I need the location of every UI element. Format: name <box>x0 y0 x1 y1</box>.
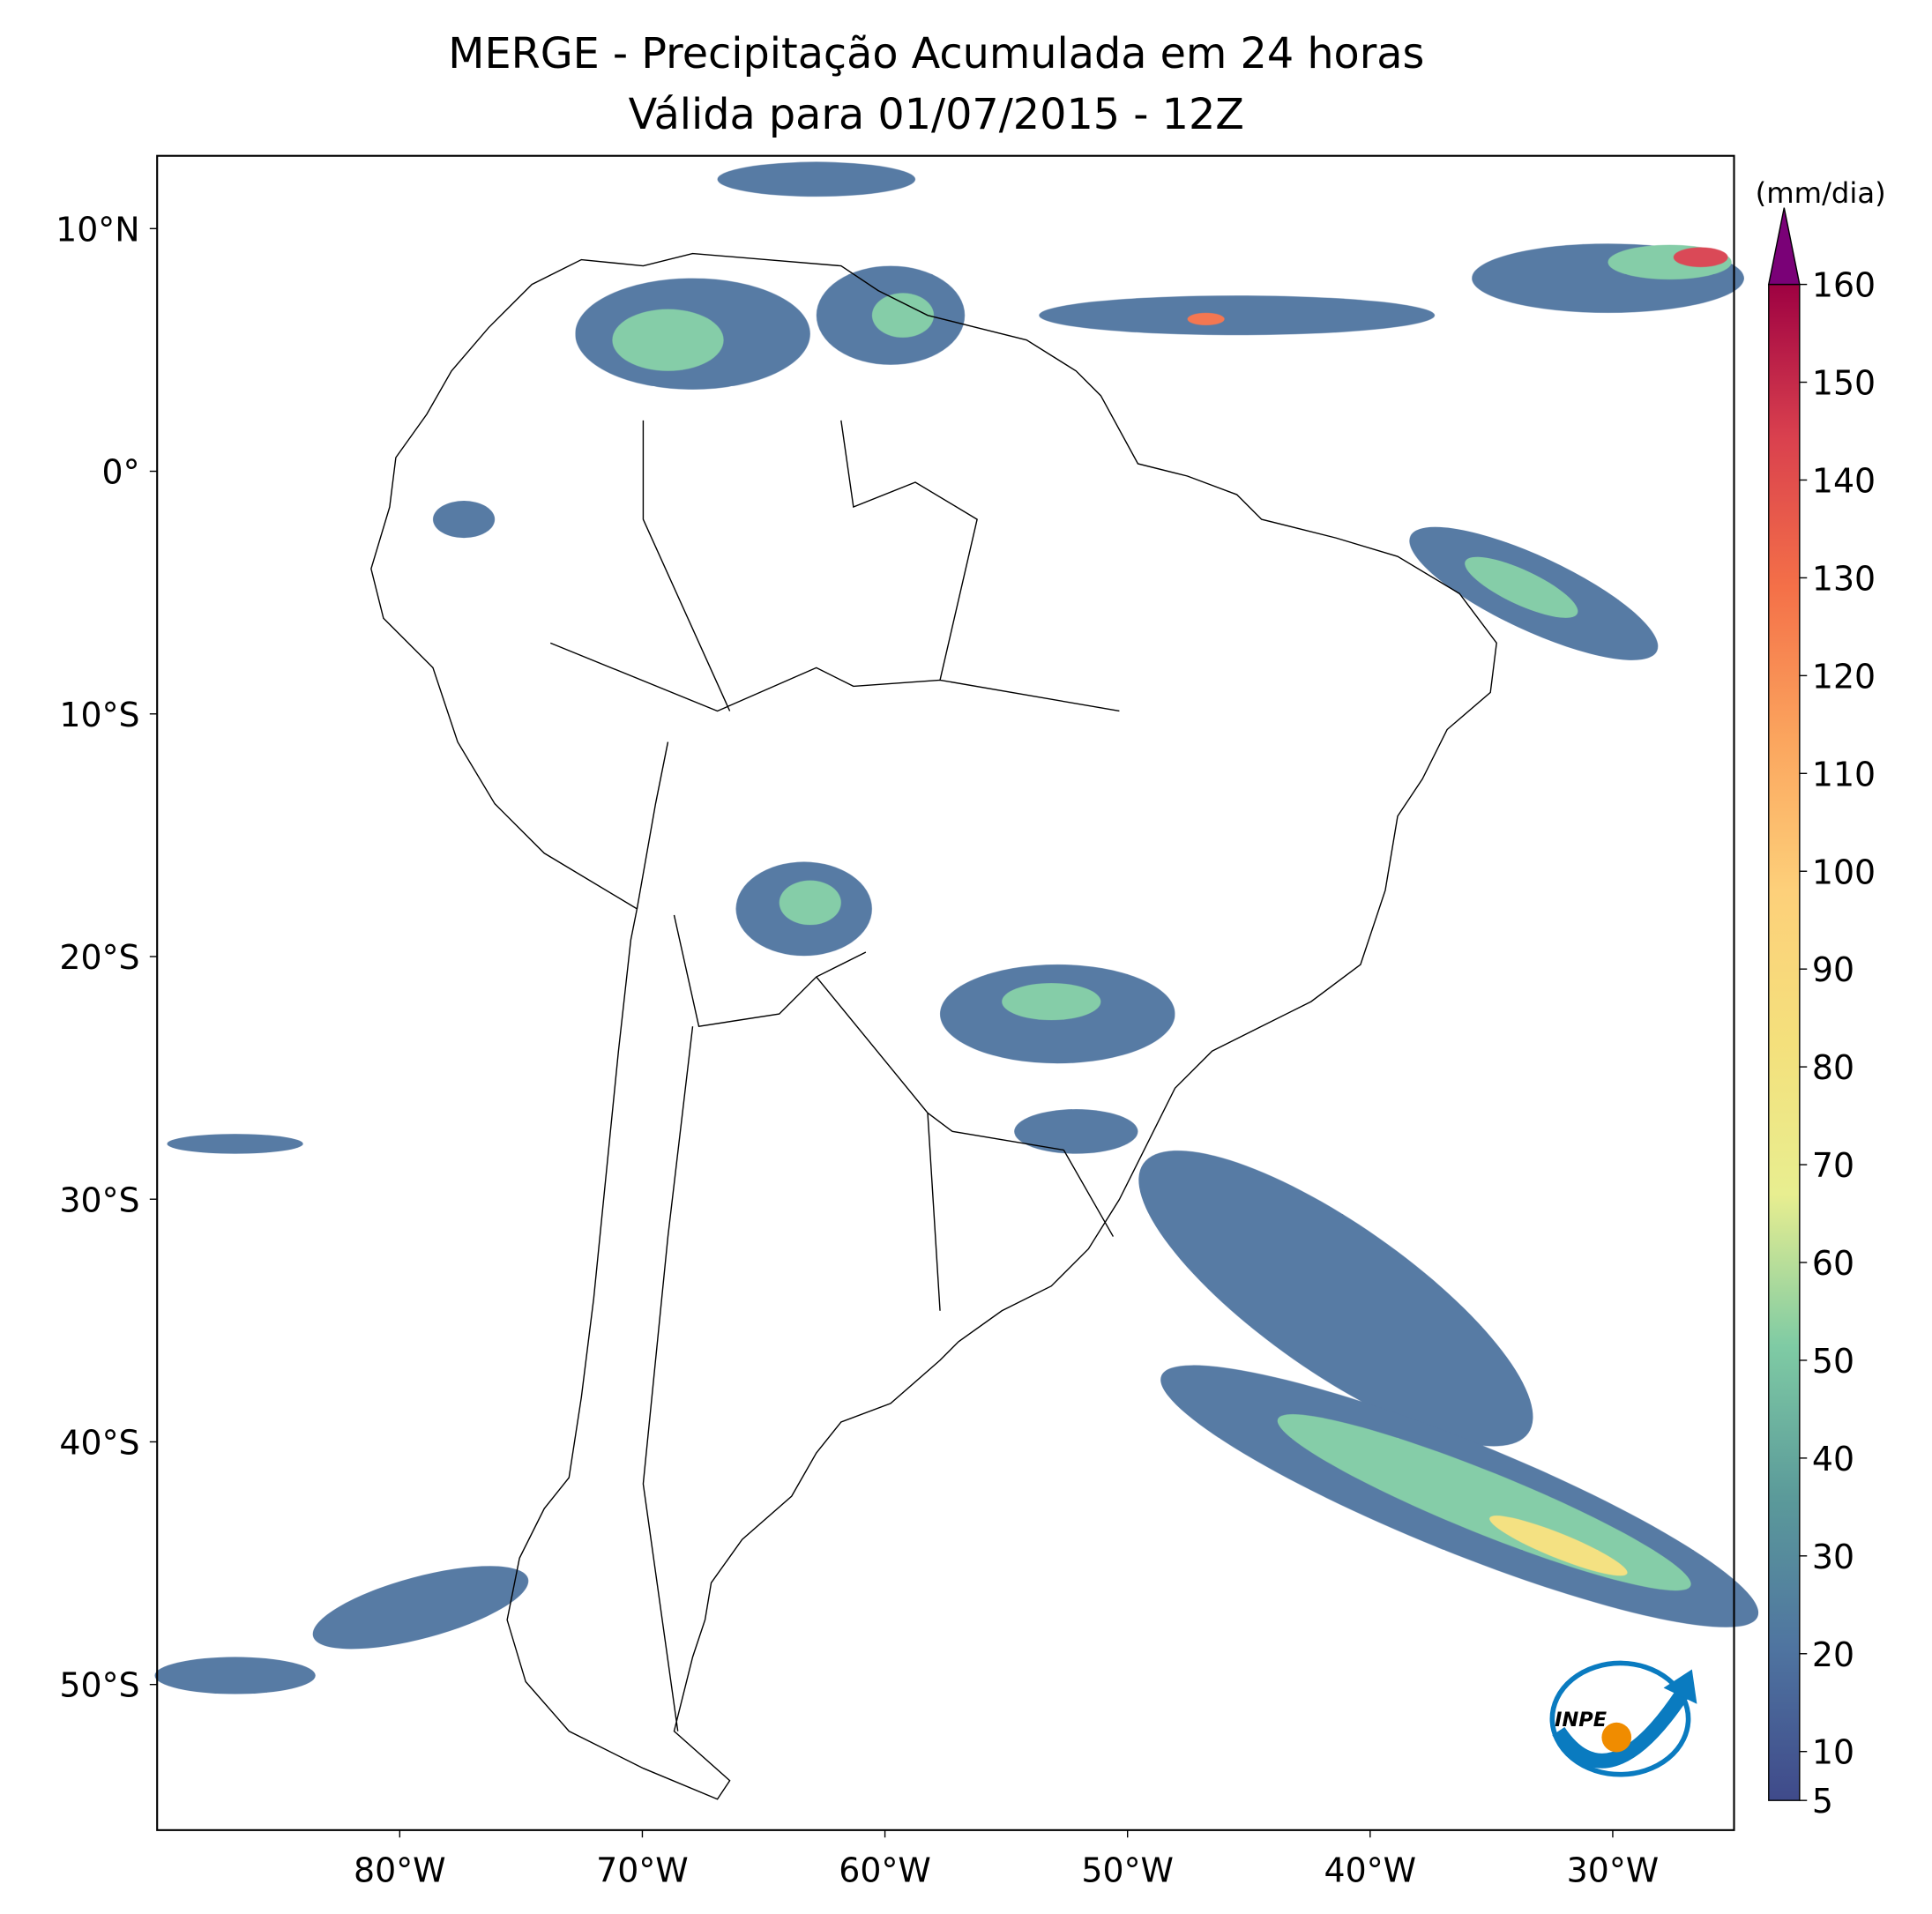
colorbar-tick-label: 60 <box>1812 1244 1854 1283</box>
colorbar-tick-label: 160 <box>1812 266 1876 305</box>
colorbar-tick-label: 90 <box>1812 950 1854 989</box>
title: MERGE - Precipitação Acumulada em 24 hor… <box>448 30 1424 78</box>
colorbar-tick-label: 70 <box>1812 1146 1854 1185</box>
coastline <box>370 252 1497 1800</box>
colorbar-tick-label: 40 <box>1812 1440 1854 1478</box>
colorbar-tick-label: 10 <box>1812 1733 1854 1772</box>
precipitation <box>154 161 1759 1694</box>
lat-label: 10°N <box>56 210 139 249</box>
colorbar-tick-label: 100 <box>1812 853 1876 891</box>
lon-label: 60°W <box>839 1851 931 1890</box>
colorbar-tick-label: 30 <box>1812 1538 1854 1576</box>
colorbar-label: (mm/dia) <box>1756 176 1886 210</box>
colorbar <box>1768 283 1801 1801</box>
lat-label: 40°S <box>59 1423 139 1462</box>
colorbar-tick-label: 5 <box>1812 1782 1833 1821</box>
colorbar-tick-label: 80 <box>1812 1048 1854 1087</box>
colorbar-tick-label: 120 <box>1812 657 1876 696</box>
logo-text: INPE <box>1555 1709 1608 1732</box>
colorbar-tick-label: 130 <box>1812 559 1876 598</box>
colorbar-tick-label: 50 <box>1812 1342 1854 1381</box>
colorbar-extend <box>1767 207 1801 286</box>
colorbar-tick-label: 150 <box>1812 364 1876 403</box>
map-frame <box>156 154 1735 1831</box>
lon-label: 80°W <box>354 1851 446 1890</box>
colorbar-tick-label: 140 <box>1812 462 1876 501</box>
colorbar-tick-label: 110 <box>1812 755 1876 793</box>
lon-label: 30°W <box>1567 1851 1660 1890</box>
lon-label: 50°W <box>1081 1851 1174 1890</box>
lon-label: 70°W <box>596 1851 689 1890</box>
lat-label: 0° <box>102 453 140 492</box>
subtitle: Válida para 01/07/2015 - 12Z <box>629 91 1244 139</box>
lon-label: 40°W <box>1324 1851 1417 1890</box>
logo: INPE <box>1549 1660 1697 1777</box>
lat-label: 20°S <box>59 938 139 977</box>
lat-label: 50°S <box>59 1666 139 1705</box>
lat-label: 10°S <box>59 696 139 734</box>
colorbar-tick-label: 20 <box>1812 1635 1854 1674</box>
borders <box>549 420 1120 1732</box>
lat-label: 30°S <box>59 1180 139 1219</box>
